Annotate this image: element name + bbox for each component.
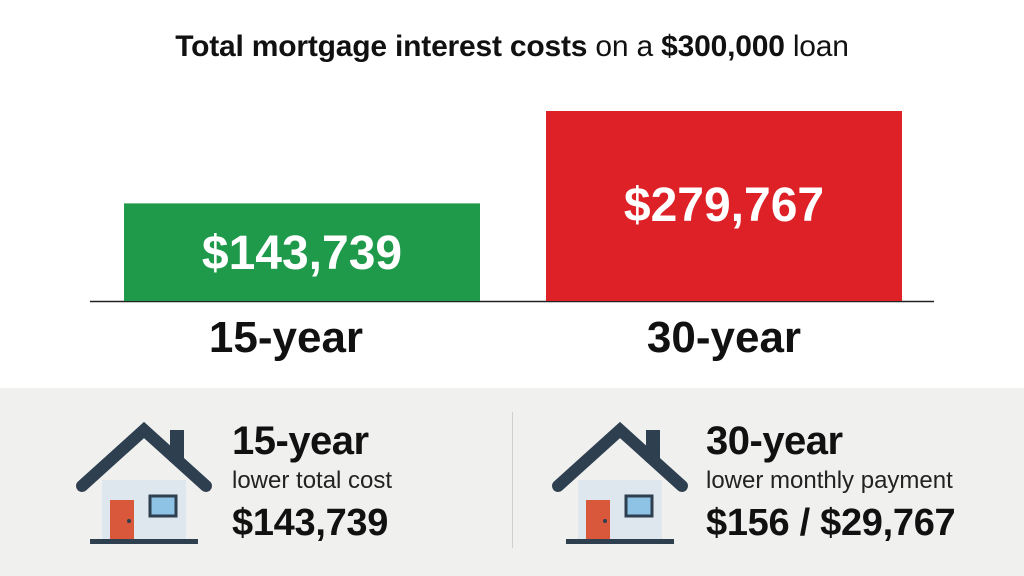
panel-divider bbox=[512, 412, 513, 548]
bar-chart: $143,739 15-year $279,767 30-year bbox=[90, 111, 934, 362]
card-15-year: 15-year lower total cost $143,739 bbox=[74, 418, 494, 548]
bar-value-label: $279,767 bbox=[624, 179, 824, 232]
bar-30-year bbox=[546, 111, 902, 301]
house-icon bbox=[76, 421, 212, 544]
card-heading: 15-year bbox=[232, 419, 369, 463]
card-amount: $143,739 bbox=[232, 502, 389, 544]
chart-title: Total mortgage interest costs on a $300,… bbox=[175, 30, 849, 63]
house-icon bbox=[552, 421, 688, 544]
comparison-panel: 15-year lower total cost $143,739 30-yea… bbox=[0, 388, 1024, 576]
card-subtitle: lower total cost bbox=[232, 467, 393, 494]
card-30-year: 30-year lower monthly payment $156 / $29… bbox=[550, 418, 1010, 548]
bar-value-label: $143,739 bbox=[202, 227, 402, 280]
bar-15-year bbox=[124, 203, 480, 301]
card-amount: $156 / $29,767 bbox=[706, 502, 956, 544]
category-label: 30-year bbox=[647, 313, 801, 362]
card-subtitle: lower monthly payment bbox=[706, 467, 953, 494]
category-label: 15-year bbox=[209, 313, 363, 362]
card-heading: 30-year bbox=[706, 419, 843, 463]
